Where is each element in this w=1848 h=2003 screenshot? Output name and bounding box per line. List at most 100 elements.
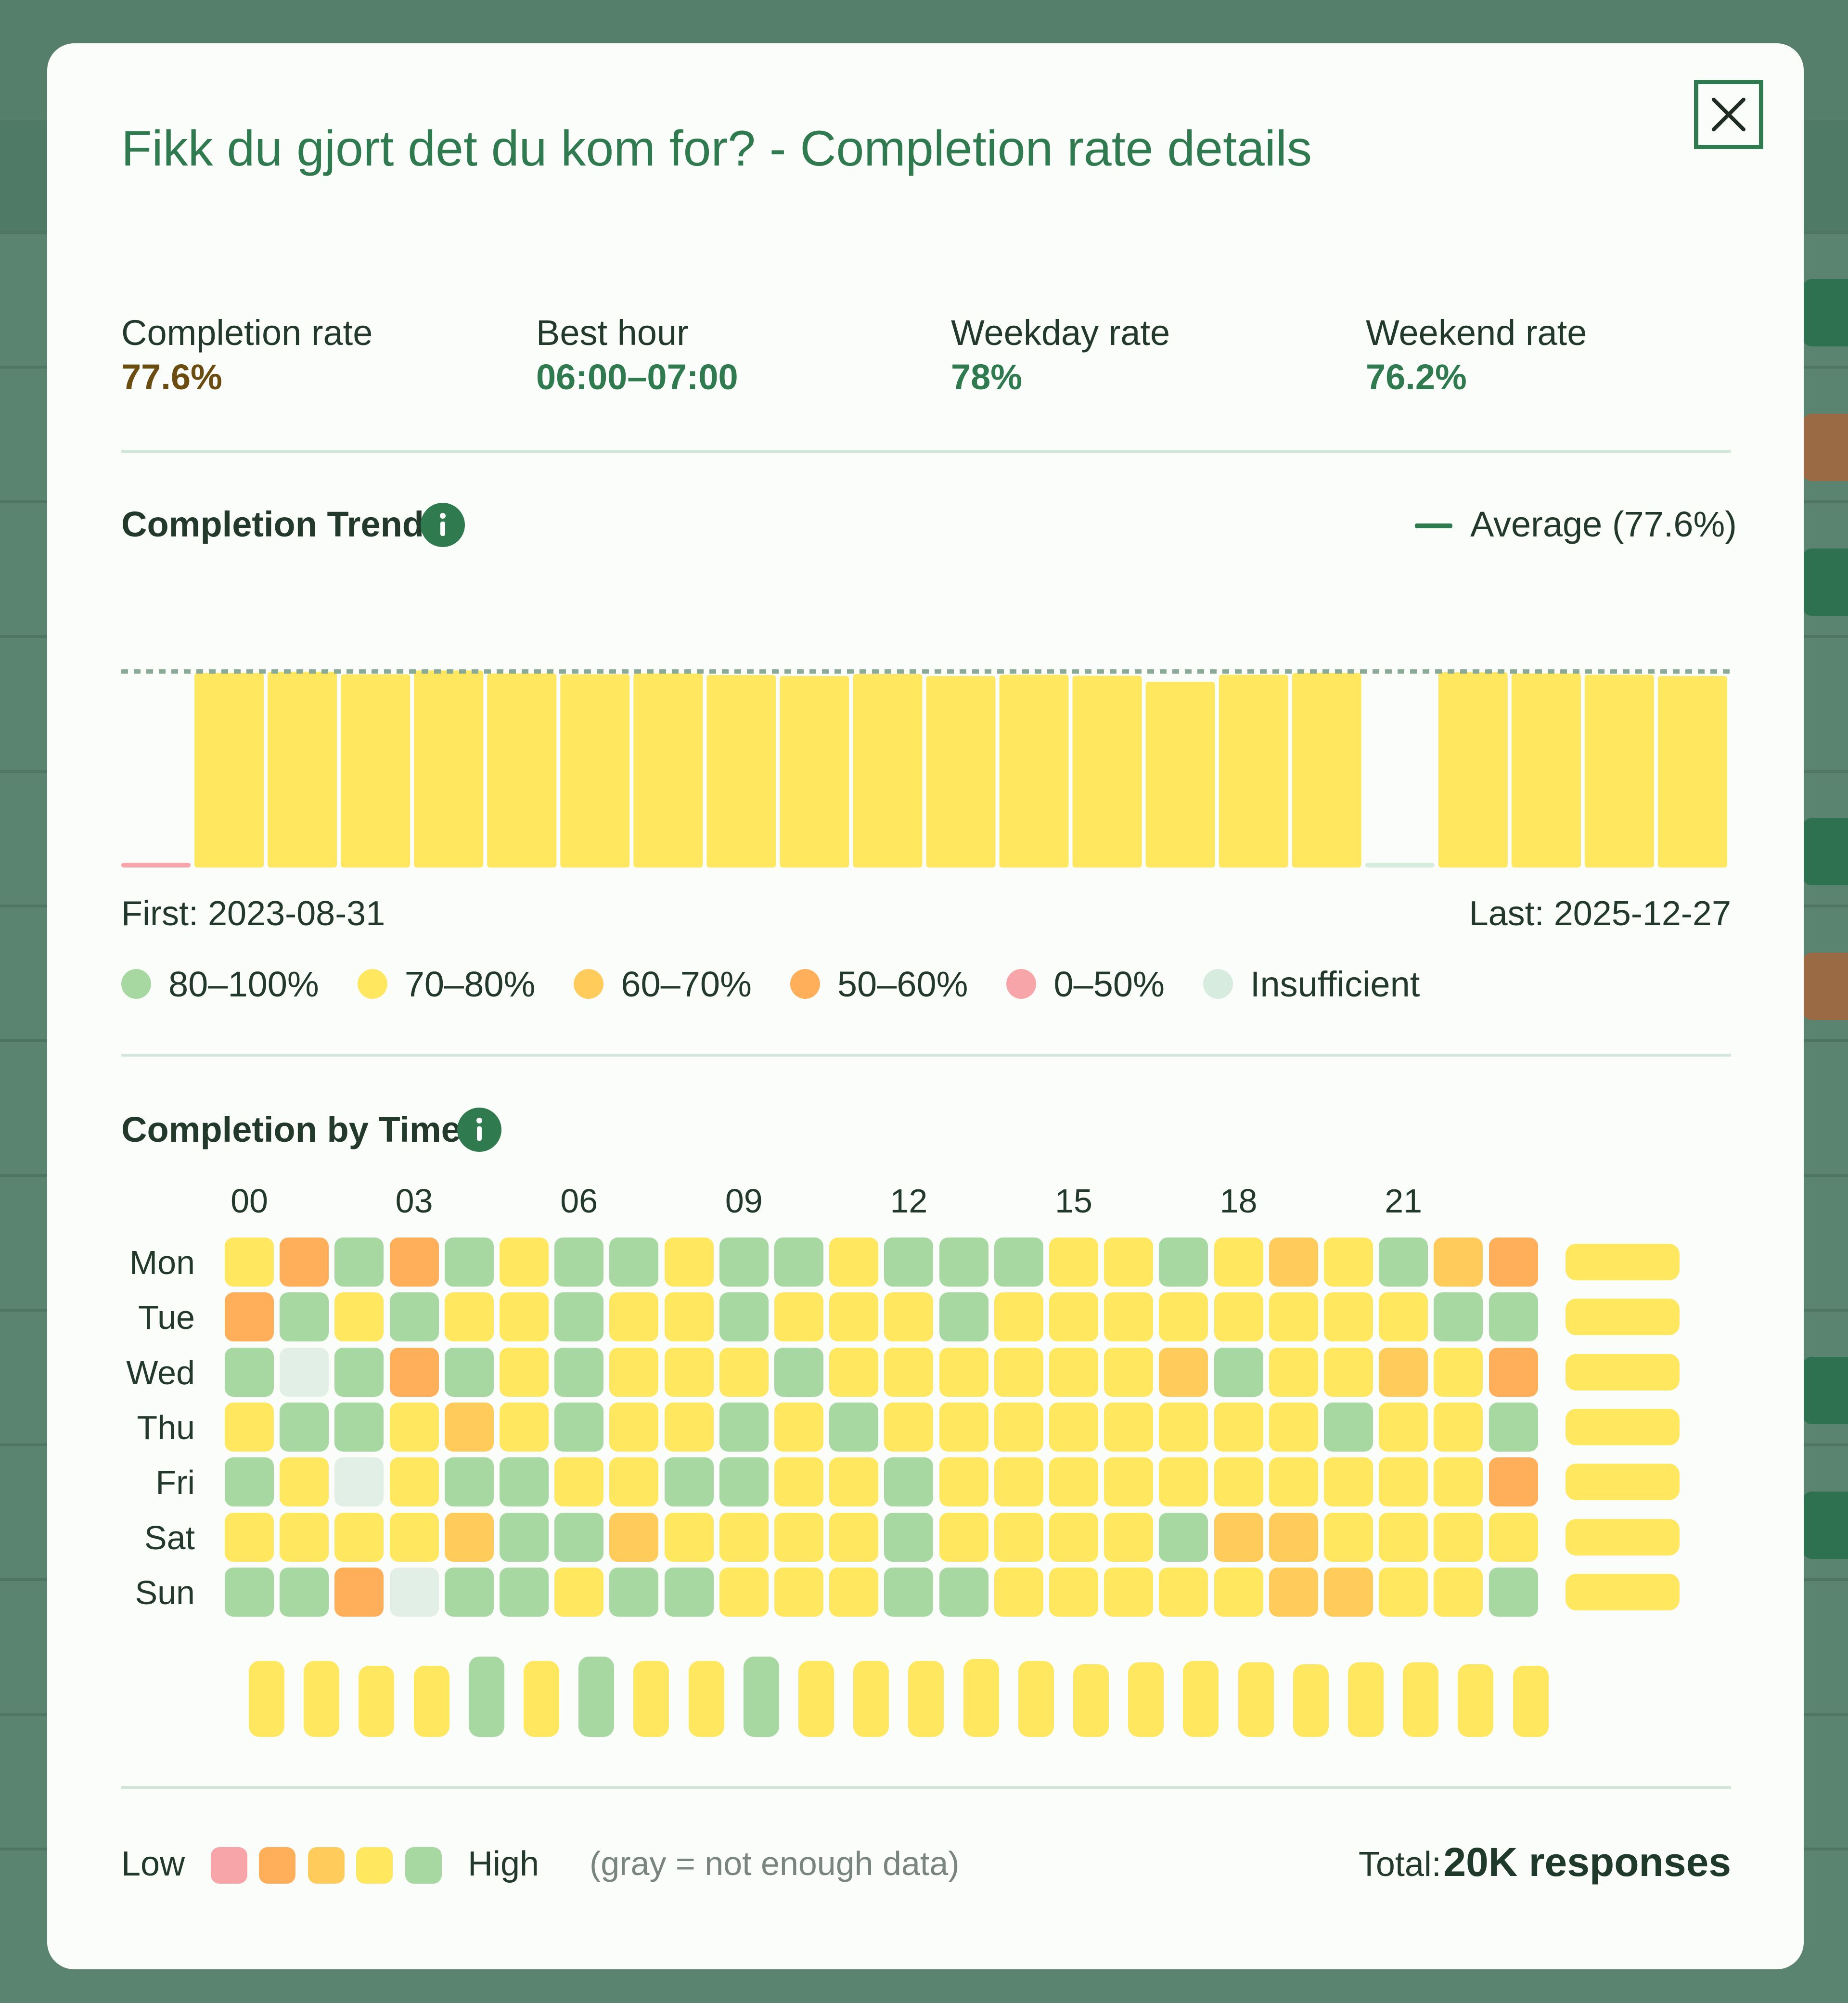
trend-bar[interactable] — [1657, 676, 1727, 868]
heatmap-cell[interactable] — [1269, 1238, 1318, 1287]
heatmap-cell[interactable] — [829, 1512, 879, 1562]
hour-summary-bar[interactable] — [1458, 1664, 1494, 1737]
hour-summary-bar[interactable] — [633, 1660, 669, 1737]
hour-summary-bar[interactable] — [468, 1657, 504, 1737]
heatmap-cell[interactable] — [884, 1512, 934, 1562]
hour-summary-bar[interactable] — [743, 1657, 779, 1737]
heatmap-cell[interactable] — [1104, 1457, 1154, 1507]
heatmap-cell[interactable] — [1214, 1512, 1263, 1562]
hour-summary-bar[interactable] — [249, 1660, 284, 1737]
heatmap-cell[interactable] — [554, 1238, 604, 1287]
hour-summary-bar[interactable] — [1018, 1660, 1054, 1737]
heatmap-cell[interactable] — [1159, 1238, 1208, 1287]
hour-summary-bar[interactable] — [688, 1660, 724, 1737]
hour-summary-bar[interactable] — [1403, 1662, 1439, 1737]
heatmap-cell[interactable] — [225, 1238, 274, 1287]
heatmap-cell[interactable] — [609, 1512, 659, 1562]
heatmap-cell[interactable] — [554, 1292, 604, 1342]
heatmap-cell[interactable] — [444, 1292, 494, 1342]
trend-bar[interactable] — [1365, 863, 1435, 868]
heatmap-cell[interactable] — [1269, 1512, 1318, 1562]
heatmap-cell[interactable] — [939, 1567, 988, 1617]
heatmap-cell[interactable] — [225, 1512, 274, 1562]
heatmap-cell[interactable] — [225, 1347, 274, 1397]
heatmap-cell[interactable] — [1104, 1292, 1154, 1342]
trend-bar[interactable] — [926, 676, 996, 868]
heatmap-cell[interactable] — [1159, 1512, 1208, 1562]
trend-bar[interactable] — [560, 674, 630, 868]
heatmap-cell[interactable] — [1269, 1347, 1318, 1397]
heatmap-cell[interactable] — [334, 1292, 384, 1342]
heatmap-cell[interactable] — [334, 1457, 384, 1507]
heatmap-cell[interactable] — [1489, 1512, 1538, 1562]
heatmap-cell[interactable] — [719, 1457, 769, 1507]
heatmap-cell[interactable] — [1489, 1402, 1538, 1452]
heatmap-cell[interactable] — [1324, 1347, 1373, 1397]
heatmap-cell[interactable] — [500, 1402, 549, 1452]
heatmap-cell[interactable] — [500, 1457, 549, 1507]
trend-bar[interactable] — [633, 673, 703, 868]
heatmap-cell[interactable] — [1214, 1402, 1263, 1452]
heatmap-cell[interactable] — [939, 1292, 988, 1342]
info-icon[interactable] — [457, 1108, 501, 1152]
heatmap-cell[interactable] — [1324, 1292, 1373, 1342]
hour-summary-bar[interactable] — [1293, 1664, 1329, 1737]
heatmap-cell[interactable] — [389, 1567, 439, 1617]
heatmap-cell[interactable] — [774, 1457, 823, 1507]
heatmap-cell[interactable] — [939, 1402, 988, 1452]
heatmap-cell[interactable] — [994, 1512, 1043, 1562]
heatmap-cell[interactable] — [829, 1402, 879, 1452]
heatmap-cell[interactable] — [280, 1567, 329, 1617]
heatmap-cell[interactable] — [334, 1512, 384, 1562]
heatmap-cell[interactable] — [280, 1347, 329, 1397]
trend-bar[interactable] — [341, 674, 411, 868]
heatmap-cell[interactable] — [1269, 1567, 1318, 1617]
heatmap-cell[interactable] — [774, 1238, 823, 1287]
heatmap-cell[interactable] — [1159, 1567, 1208, 1617]
heatmap-cell[interactable] — [225, 1457, 274, 1507]
trend-bar[interactable] — [194, 673, 264, 868]
heatmap-cell[interactable] — [1214, 1292, 1263, 1342]
info-icon[interactable] — [421, 503, 465, 547]
heatmap-cell[interactable] — [994, 1402, 1043, 1452]
heatmap-cell[interactable] — [500, 1292, 549, 1342]
heatmap-cell[interactable] — [1434, 1402, 1483, 1452]
heatmap-cell[interactable] — [1489, 1457, 1538, 1507]
heatmap-cell[interactable] — [609, 1402, 659, 1452]
heatmap-cell[interactable] — [1214, 1457, 1263, 1507]
heatmap-cell[interactable] — [1379, 1292, 1428, 1342]
heatmap-cell[interactable] — [1049, 1567, 1098, 1617]
heatmap-cell[interactable] — [1489, 1567, 1538, 1617]
heatmap-cell[interactable] — [1434, 1457, 1483, 1507]
trend-bar[interactable] — [268, 672, 337, 868]
heatmap-cell[interactable] — [1104, 1347, 1154, 1397]
heatmap-cell[interactable] — [939, 1238, 988, 1287]
heatmap-cell[interactable] — [1159, 1292, 1208, 1342]
heatmap-cell[interactable] — [389, 1402, 439, 1452]
heatmap-cell[interactable] — [334, 1402, 384, 1452]
heatmap-cell[interactable] — [1214, 1238, 1263, 1287]
heatmap-cell[interactable] — [1434, 1512, 1483, 1562]
heatmap-cell[interactable] — [1104, 1567, 1154, 1617]
hour-summary-bar[interactable] — [1513, 1666, 1549, 1737]
heatmap-cell[interactable] — [1159, 1402, 1208, 1452]
heatmap-cell[interactable] — [280, 1512, 329, 1562]
heatmap-cell[interactable] — [554, 1402, 604, 1452]
heatmap-cell[interactable] — [1104, 1238, 1154, 1287]
day-summary-bar[interactable] — [1566, 1244, 1680, 1280]
heatmap-cell[interactable] — [1489, 1347, 1538, 1397]
heatmap-cell[interactable] — [554, 1512, 604, 1562]
heatmap-cell[interactable] — [444, 1512, 494, 1562]
hour-summary-bar[interactable] — [1128, 1662, 1164, 1737]
heatmap-cell[interactable] — [994, 1457, 1043, 1507]
heatmap-cell[interactable] — [280, 1238, 329, 1287]
heatmap-cell[interactable] — [939, 1457, 988, 1507]
heatmap-cell[interactable] — [334, 1238, 384, 1287]
heatmap-cell[interactable] — [334, 1347, 384, 1397]
day-summary-bar[interactable] — [1566, 1299, 1680, 1336]
hour-summary-bar[interactable] — [798, 1660, 834, 1737]
heatmap-cell[interactable] — [719, 1402, 769, 1452]
hour-summary-bar[interactable] — [304, 1660, 340, 1737]
heatmap-cell[interactable] — [994, 1567, 1043, 1617]
heatmap-cell[interactable] — [1214, 1567, 1263, 1617]
